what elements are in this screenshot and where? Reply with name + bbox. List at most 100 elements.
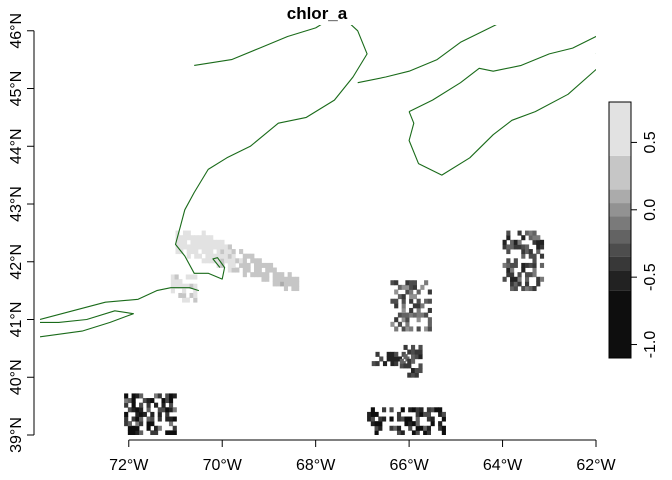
raster-cell	[127, 425, 132, 431]
raster-cell	[127, 407, 132, 413]
raster-cell	[193, 288, 198, 294]
raster-cell	[131, 425, 136, 431]
raster-cell	[408, 421, 413, 427]
raster-cell	[231, 267, 236, 273]
raster-cell	[374, 421, 379, 427]
raster-cell	[246, 262, 251, 268]
raster-cell	[135, 425, 140, 431]
raster-cell	[172, 430, 177, 435]
raster-cell	[397, 312, 403, 318]
raster-cell	[400, 407, 405, 413]
raster-cell	[295, 281, 300, 287]
raster-cell	[513, 276, 518, 282]
raster-cell	[190, 235, 195, 241]
raster-cell	[201, 235, 206, 241]
raster-cell	[506, 262, 511, 268]
raster-cell	[409, 326, 414, 332]
y-tick-label: 42°N	[8, 244, 25, 280]
raster-cell	[197, 235, 203, 241]
raster-cell	[209, 235, 214, 241]
raster-cell	[405, 289, 410, 295]
raster-cell	[524, 262, 530, 268]
raster-cell	[131, 407, 136, 413]
raster-cell	[165, 407, 170, 413]
raster-cell	[423, 425, 428, 431]
raster-cell	[506, 244, 511, 250]
raster-cell	[182, 297, 187, 303]
raster-cell	[399, 363, 404, 369]
raster-cell	[528, 235, 533, 241]
raster-cell	[186, 235, 191, 241]
raster-cell	[283, 276, 289, 282]
raster-cell	[205, 239, 210, 245]
legend-color-band	[609, 243, 631, 257]
raster-cell	[227, 249, 232, 255]
raster-cell	[124, 411, 129, 417]
raster-cell	[146, 402, 151, 408]
raster-cell	[250, 272, 255, 278]
raster-cell	[517, 230, 522, 236]
raster-cell	[165, 411, 170, 417]
raster-cell	[536, 235, 541, 241]
raster-cell	[438, 411, 443, 417]
raster-cell	[170, 288, 175, 294]
raster-cell	[418, 368, 423, 374]
y-tick-label: 46°N	[8, 13, 25, 49]
raster-cell	[239, 262, 244, 268]
raster-cell	[186, 253, 191, 259]
x-tick-label: 62°W	[576, 457, 616, 474]
raster-cell	[295, 276, 300, 282]
raster-cell	[165, 398, 170, 404]
raster-cell	[179, 244, 184, 250]
raster-cell	[506, 249, 511, 255]
raster-cell	[182, 283, 187, 289]
coastline-segment	[40, 287, 200, 321]
raster-cell	[216, 253, 221, 259]
raster-cell	[224, 253, 229, 259]
coastline-segment	[595, 53, 596, 54]
raster-cell	[201, 249, 206, 255]
legend-tick-label: 0.5	[642, 131, 659, 153]
raster-cell	[224, 244, 229, 250]
raster-cell	[510, 276, 515, 282]
raster-cell	[430, 421, 435, 427]
raster-cell	[536, 276, 541, 282]
raster-cell	[414, 368, 419, 374]
raster-cell	[524, 249, 530, 255]
raster-cell	[370, 416, 375, 422]
raster-cell	[139, 411, 144, 417]
raster-cell	[427, 326, 432, 332]
raster-cell	[179, 235, 184, 241]
raster-cell	[185, 274, 190, 280]
raster-cell	[182, 239, 188, 245]
raster-cell	[127, 398, 132, 404]
raster-cell	[427, 307, 432, 313]
raster-cell	[189, 292, 194, 298]
raster-cell	[427, 321, 432, 327]
raster-cell	[539, 253, 545, 259]
raster-cell	[231, 249, 236, 255]
coastline-segment	[40, 310, 134, 338]
raster-cell	[524, 276, 530, 282]
raster-cell	[146, 425, 151, 431]
raster-cell	[401, 312, 406, 318]
raster-cell	[124, 398, 129, 404]
raster-cell	[146, 398, 151, 404]
raster-cell	[521, 286, 526, 292]
raster-cell	[390, 351, 395, 357]
raster-cell	[536, 244, 541, 250]
raster-cell	[231, 253, 236, 259]
raster-cell	[189, 283, 194, 289]
raster-cell	[197, 253, 203, 259]
raster-cell	[524, 244, 530, 250]
raster-cell	[407, 358, 412, 364]
raster-cell	[401, 307, 406, 313]
raster-cell	[157, 416, 162, 422]
raster-cell	[168, 398, 174, 404]
raster-cell	[510, 239, 515, 245]
raster-cell	[416, 312, 421, 318]
raster-cell	[227, 267, 232, 273]
raster-cell	[212, 239, 218, 245]
raster-cell	[209, 258, 214, 264]
raster-cell	[502, 262, 507, 268]
